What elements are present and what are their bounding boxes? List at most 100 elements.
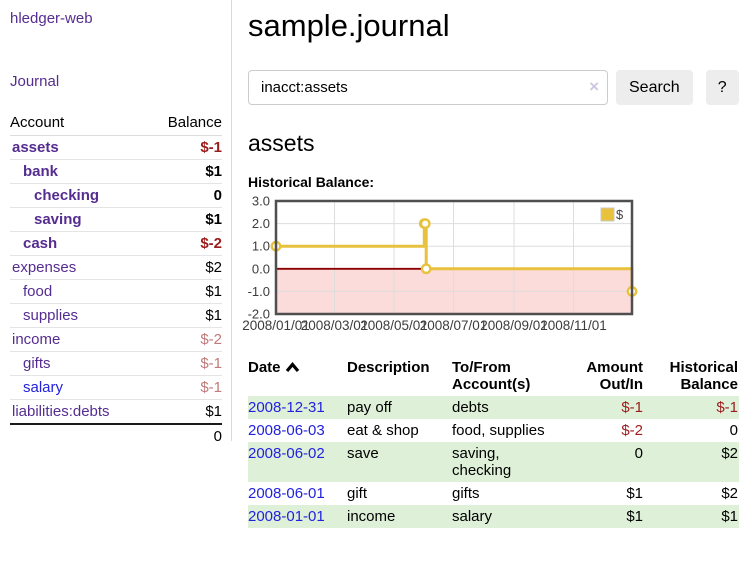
account-row: bank $1: [10, 159, 222, 184]
balance-chart-svg: $3.0 2.0 1.0 0.0 -1.0 -2.02008/01/012008/03/0…: [242, 194, 638, 333]
chart-legend: $: [600, 207, 624, 222]
register-balance-cell: $2: [721, 445, 738, 462]
account-balance: $1: [147, 399, 222, 425]
svg-text:3.0: 3.0: [252, 195, 270, 209]
register-accounts-cell: food, supplies: [452, 422, 545, 439]
account-column-header: Account: [10, 111, 148, 136]
svg-text:2008/09/01: 2008/09/01: [480, 318, 548, 333]
register-table: Date Description To/From Account(s) Amou…: [248, 356, 739, 528]
transaction-date-link[interactable]: 2008-06-03: [248, 422, 325, 439]
register-row: 2008-06-03 eat & shop food, supplies $-2 0: [248, 419, 739, 442]
register-row: 2008-06-02 save saving, checking 0 $2: [248, 442, 739, 482]
svg-text:2008/05/01: 2008/05/01: [360, 318, 428, 333]
svg-text:2008/03/01: 2008/03/01: [301, 318, 369, 333]
register-description-cell: save: [347, 445, 379, 462]
svg-text:-1.0: -1.0: [248, 284, 270, 299]
account-row: income $-2: [10, 327, 222, 352]
account-tree-body: assets $-1 bank $1 checking 0 saving $1 cash $-2 e…: [10, 135, 222, 425]
balance-column-header: Balance: [147, 111, 222, 136]
register-date-cell: 2008-06-01: [248, 482, 347, 505]
account-link[interactable]: assets: [12, 139, 59, 156]
register-description-cell: income: [347, 508, 396, 525]
register-balance-cell: 0: [729, 422, 738, 439]
svg-text:2008/11/01: 2008/11/01: [540, 318, 607, 333]
account-balance: 0: [147, 183, 222, 208]
account-link[interactable]: cash: [23, 235, 58, 252]
account-row: expenses $2: [10, 255, 222, 280]
account-row: supplies $1: [10, 303, 222, 328]
account-link[interactable]: expenses: [12, 259, 77, 276]
account-balance: $-1: [147, 135, 222, 160]
account-link[interactable]: income: [12, 331, 61, 348]
account-link[interactable]: liabilities:debts: [12, 403, 110, 420]
column-header-amount: Amount Out/In: [586, 359, 643, 393]
register-row: 2008-06-01 gift gifts $1 $2: [248, 482, 739, 505]
account-link[interactable]: bank: [23, 163, 59, 180]
register-date-cell: 2008-06-03: [248, 419, 347, 442]
search-input[interactable]: [248, 70, 608, 105]
help-button[interactable]: ?: [705, 70, 739, 105]
svg-text:2008/01/01: 2008/01/01: [242, 318, 310, 333]
account-balance: $-1: [147, 351, 222, 376]
brand-link[interactable]: hledger-web: [10, 10, 93, 27]
account-link[interactable]: food: [23, 283, 53, 300]
register-row: 2008-12-31 pay off debts $-1 $-1: [248, 396, 739, 419]
register-amount-cell: $-2: [621, 422, 643, 439]
account-row: saving $1: [10, 207, 222, 232]
register-amount-cell: $1: [626, 485, 643, 502]
svg-text:-2.0: -2.0: [248, 307, 270, 322]
register-amount-cell: $1: [626, 508, 643, 525]
column-header-balance: Historical Balance: [669, 359, 738, 393]
account-row: liabilities:debts $1: [10, 399, 222, 425]
register-description-cell: pay off: [347, 399, 392, 416]
transaction-date-link[interactable]: 2008-06-02: [248, 445, 325, 462]
register-description-cell: gift: [347, 485, 368, 502]
legend-swatch-icon: [600, 207, 615, 222]
register-body: 2008-12-31 pay off debts $-1 $-1 2008-06-03 ea…: [248, 396, 739, 528]
register-amount-cell: 0: [634, 445, 643, 462]
column-header-date[interactable]: Date: [248, 356, 347, 396]
page-title: sample.journal: [248, 8, 450, 43]
register-row: 2008-01-01 income salary $1 $1: [248, 505, 739, 528]
register-accounts-cell: salary: [452, 508, 493, 525]
account-balance: $1: [147, 303, 222, 328]
sidebar-item-journal[interactable]: Journal: [10, 73, 60, 90]
chart-label: Historical Balance:: [248, 174, 375, 190]
account-link[interactable]: gifts: [23, 355, 51, 372]
account-link[interactable]: saving: [34, 211, 82, 228]
sidebar: hledger-web Journal Account Balance asse…: [0, 0, 232, 448]
account-balance: $-1: [147, 375, 222, 400]
column-header-description: Description: [347, 359, 430, 376]
account-balance: $1: [147, 207, 222, 232]
account-row: food $1: [10, 279, 222, 304]
register-accounts-cell: gifts: [452, 485, 480, 502]
transaction-date-link[interactable]: 2008-01-01: [248, 508, 325, 525]
account-balance: $-2: [147, 231, 222, 256]
account-link[interactable]: checking: [34, 187, 100, 204]
legend-label: $: [616, 207, 624, 222]
account-balance: $1: [147, 159, 222, 184]
search-form: × Search ?: [248, 70, 742, 105]
account-link[interactable]: supplies: [23, 307, 79, 324]
account-balance: $1: [147, 279, 222, 304]
account-total-row: 0: [10, 423, 222, 448]
register-date-cell: 2008-06-02: [248, 442, 347, 482]
transaction-date-link[interactable]: 2008-06-01: [248, 485, 325, 502]
search-button[interactable]: Search: [616, 70, 693, 105]
account-total-value: 0: [147, 423, 222, 448]
register-date-cell: 2008-12-31: [248, 396, 347, 419]
svg-text:2008/07/01: 2008/07/01: [420, 318, 488, 333]
account-row: checking 0: [10, 183, 222, 208]
transaction-date-link[interactable]: 2008-12-31: [248, 399, 325, 416]
sort-asc-icon: [285, 360, 300, 377]
account-link[interactable]: salary: [23, 379, 64, 396]
main-content: sample.journal × Search ? assets Histori…: [242, 0, 742, 528]
clear-search-icon[interactable]: ×: [589, 77, 599, 96]
register-accounts-cell: debts: [452, 399, 489, 416]
account-balance: $2: [147, 255, 222, 280]
register-date-cell: 2008-01-01: [248, 505, 347, 528]
register-amount-cell: $-1: [621, 399, 643, 416]
register-balance-cell: $2: [721, 485, 738, 502]
register-accounts-cell: saving, checking: [452, 445, 512, 479]
account-row: salary $-1: [10, 375, 222, 400]
